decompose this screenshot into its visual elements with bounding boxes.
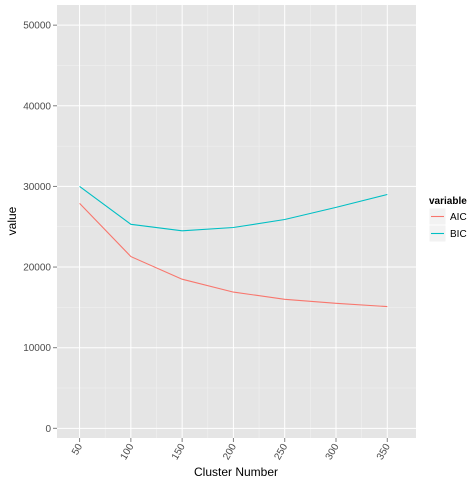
x-axis: 50 100 150 200 250 300 350 [70,438,393,462]
x-tick-label: 200 [221,442,239,462]
x-tick-label: 100 [119,442,137,462]
legend-title: variable [429,196,467,207]
series-line-bic [79,185,388,232]
legend-items: AIC BIC [428,207,467,243]
y-tick-label: 40000 [23,101,51,112]
major-gridlines [57,5,416,438]
x-tick-label: 150 [170,442,188,462]
series-line-aic [79,203,388,308]
x-tick-label: 350 [375,442,393,462]
x-tick-label: 300 [324,442,342,462]
legend-label-aic: AIC [450,212,467,223]
plot-panel [57,5,416,438]
y-tick-label: 50000 [23,21,51,32]
x-tick-label: 250 [272,442,290,462]
y-axis-title: value [5,206,19,235]
x-axis-title: Cluster Number [194,465,278,479]
y-tick-label: 30000 [23,182,51,193]
y-tick-label: 20000 [23,263,51,274]
legend-label-bic: BIC [450,229,467,240]
legend: variable AIC BIC [428,196,467,243]
x-tick-label: 50 [70,442,85,458]
y-axis: 0 10000 20000 30000 40000 50000 [23,21,57,435]
series-layer [79,185,388,308]
minor-gridlines [57,5,416,438]
y-tick-label: 10000 [23,343,51,354]
y-tick-label: 0 [45,424,51,435]
